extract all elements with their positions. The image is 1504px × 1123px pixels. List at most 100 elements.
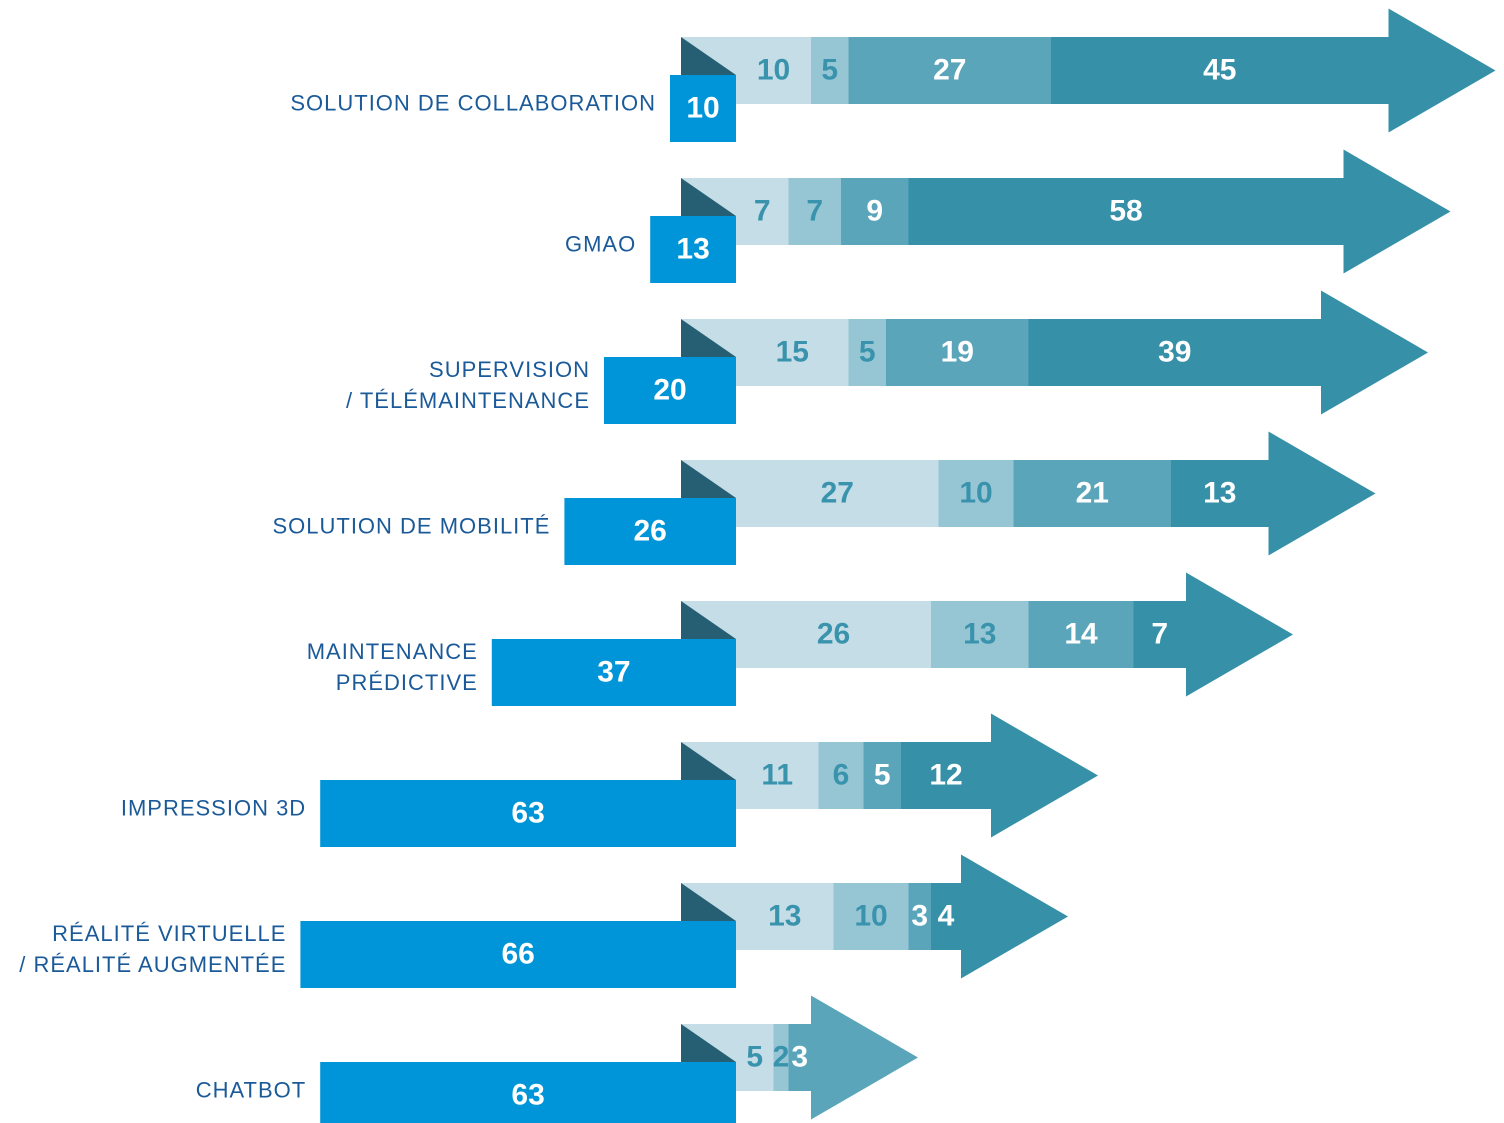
value-label: 13 [768,899,801,932]
segment [736,319,849,386]
value-label: 13 [1203,476,1236,509]
value-label: 7 [1151,617,1168,650]
value-label: 63 [511,1078,544,1111]
value-label: 20 [653,373,686,406]
segment [931,883,962,950]
value-label: 10 [959,476,992,509]
segment [788,1024,812,1091]
segment [863,742,902,809]
bar [604,357,736,424]
segment [788,178,842,245]
segment [736,601,932,668]
value-label: 3 [911,899,928,932]
value-label: 19 [941,335,974,368]
value-label: 14 [1064,617,1098,650]
segment [886,319,1029,386]
value-label: 11 [761,758,793,791]
value-label: 66 [502,937,535,970]
segment [848,319,887,386]
category-label: RÉALITÉ VIRTUELLE / RÉALITÉ AUGMENTÉE [19,920,287,977]
value-label: 37 [597,655,630,688]
arrow-head [1343,149,1451,274]
arrow-head [1321,290,1428,415]
fold-shadow [681,742,736,780]
value-label: 9 [866,194,883,227]
segment [908,178,1344,245]
fold-shadow [681,601,736,639]
bar [564,498,736,565]
segment [841,178,909,245]
segment [1171,460,1269,527]
value-label: 10 [854,899,887,932]
category-label: IMPRESSION 3D [120,795,307,820]
segment [818,742,864,809]
value-label: 4 [938,899,955,932]
fold-shadow [681,883,736,921]
value-label: 27 [821,476,854,509]
bar [300,921,736,988]
value-label: 27 [933,53,966,86]
bar [491,639,736,706]
arrow-head [1268,431,1376,556]
category-label: GMAO [564,231,637,256]
fold-shadow [681,319,736,357]
value-label: 7 [806,194,823,227]
category-label: SUPERVISION / TÉLÉMAINTENANCE [346,356,590,413]
segment [736,742,819,809]
value-label: 5 [874,758,891,791]
bar [650,216,736,283]
bar [320,1062,736,1123]
arrow-head [991,713,1098,838]
value-label: 13 [963,617,996,650]
segment [736,37,812,104]
segment [773,1024,789,1091]
segment [1013,460,1172,527]
value-label: 26 [817,617,850,650]
value-label: 3 [791,1040,808,1073]
value-label: 5 [746,1040,763,1073]
arrow-head [1388,8,1496,133]
value-label: 12 [929,758,962,791]
segment [1133,601,1187,668]
segment [1051,37,1389,104]
segment [901,742,992,809]
arrow-head [811,995,918,1120]
segment [938,460,1014,527]
fold-shadow [681,37,736,75]
segment [736,178,789,245]
value-label: 58 [1109,194,1142,227]
segment [931,601,1029,668]
category-label: CHATBOT [195,1077,307,1102]
category-label: SOLUTION DE MOBILITÉ [272,513,551,538]
bar [670,75,736,142]
value-label: 6 [833,758,850,791]
segment [833,883,909,950]
value-label: 7 [754,194,771,227]
fold-shadow [681,1024,736,1062]
value-label: 5 [821,53,838,86]
value-label: 21 [1076,476,1109,509]
value-label: 45 [1203,53,1236,86]
segment [1028,601,1134,668]
segment [1028,319,1322,386]
value-label: 39 [1158,335,1191,368]
value-label: 63 [511,796,544,829]
value-label: 15 [776,335,809,368]
fold-shadow [681,178,736,216]
segment [811,37,849,104]
value-label: 13 [676,232,709,265]
value-label: 10 [757,53,790,86]
value-label: 2 [773,1040,790,1073]
segment [736,883,834,950]
value-label: 10 [686,91,719,124]
arrow-head [961,854,1068,979]
category-label: MAINTENANCE PRÉDICTIVE [306,638,478,695]
bar [320,780,736,847]
arrow-head [1186,572,1293,697]
category-label: SOLUTION DE COLLABORATION [290,90,656,115]
value-label: 5 [859,335,876,368]
value-label: 26 [634,514,667,547]
segment [736,460,939,527]
